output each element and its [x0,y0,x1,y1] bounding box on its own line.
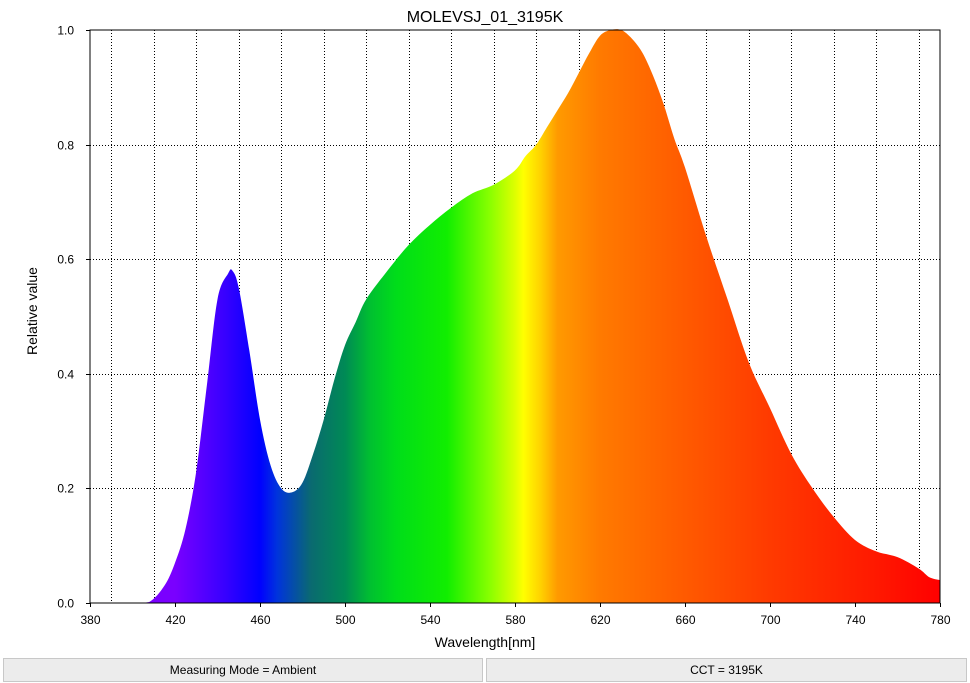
spectrum-chart: 380 420 460 500 540 580 620 660 700 740 780 0.0 0.2… [24,9,951,650]
x-tick-label: 620 [590,613,610,627]
x-tick-label: 500 [335,613,355,627]
y-tick-label: 0.8 [57,139,74,153]
x-tick-label: 780 [930,613,950,627]
x-tick-label: 660 [675,613,695,627]
spectrum-area [90,29,940,604]
x-tick-label: 580 [505,613,525,627]
x-tick-label: 460 [250,613,270,627]
x-axis-label: Wavelength[nm] [435,634,536,650]
x-axis-ticks: 380 420 460 500 540 580 620 660 700 740 780 [80,603,951,627]
y-tick-label: 0.6 [57,253,74,267]
y-tick-label: 0.0 [57,597,74,611]
y-tick-label: 1.0 [57,24,74,38]
x-tick-label: 540 [420,613,440,627]
cct-status: CCT = 3195K [486,658,967,682]
y-axis-ticks: 0.0 0.2 0.4 0.6 0.8 1.0 [57,24,90,611]
x-tick-label: 740 [845,613,865,627]
x-tick-label: 700 [760,613,780,627]
chart-title: MOLEVSJ_01_3195K [407,9,564,26]
measuring-mode-status: Measuring Mode = Ambient [3,658,483,682]
y-axis-label: Relative value [24,267,40,355]
y-tick-label: 0.4 [57,368,74,382]
y-tick-label: 0.2 [57,482,74,496]
x-tick-label: 420 [165,613,185,627]
x-tick-label: 380 [80,613,100,627]
